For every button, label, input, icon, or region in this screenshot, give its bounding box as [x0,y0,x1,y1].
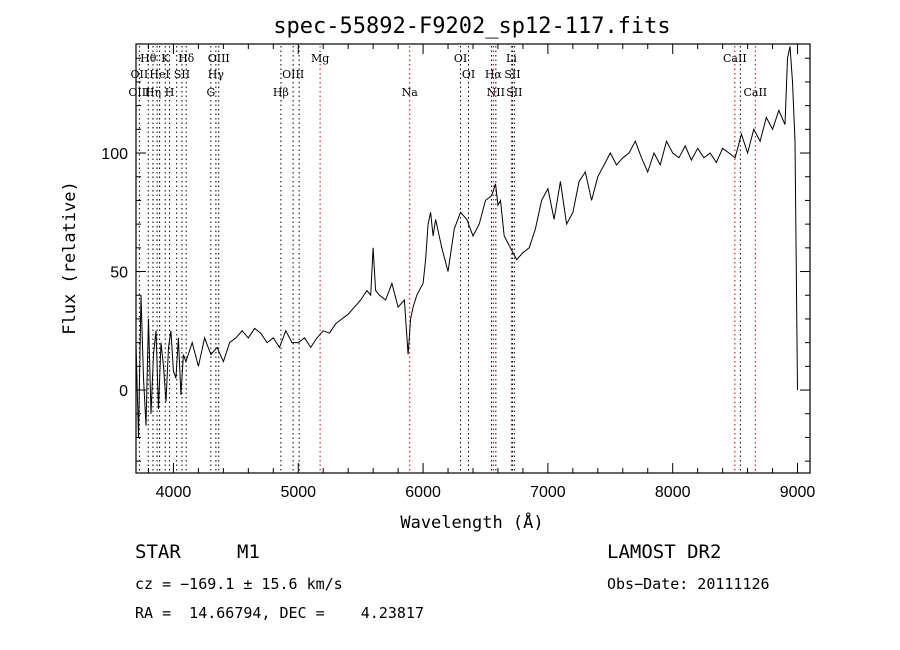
spectral-line-label: CaII [743,86,767,99]
spectral-line-label: Hη [145,86,161,99]
survey-name: LAMOST DR2 [607,541,722,563]
spectral-line-label: NII [487,86,505,99]
plot-frame [135,43,811,474]
spectral-line-label: HeI [149,68,169,81]
spectral-line-label: Li [506,52,517,65]
y-axis-label: Flux (relative) [60,181,80,335]
spectral-line-label: Hθ [140,52,157,65]
spectral-line-markers [138,46,756,473]
spectral-line-label: OII [131,68,149,81]
x-tick-label: 6000 [405,484,441,501]
spectral-line-label: H [165,86,175,99]
flux-line [135,46,798,438]
spectral-line-label: OI [454,52,467,65]
spectral-line-label: OIII [128,86,150,99]
chart-title: spec-55892-F9202_sp12-117.fits [273,14,670,39]
y-tick-label: 0 [119,383,128,400]
x-axis-label: Wavelength (Å) [400,511,543,533]
redshift-velocity: cz = −169.1 ± 15.6 km/s [135,575,343,593]
spectral-line-label: CaII [723,52,747,65]
spectral-line-label: Na [402,86,419,99]
x-tick-label: 8000 [655,484,691,501]
spectral-line-label: OIII [282,68,304,81]
y-tick-label: 100 [101,146,128,163]
spectral-line-label: G [206,86,215,99]
spectral-line-label: SII [506,86,522,99]
spectral-line-label: OIII [208,52,230,65]
x-tick-label: 4000 [156,484,192,501]
object-class: STAR [135,541,181,563]
flux-series [135,46,798,438]
x-tick-label: 5000 [280,484,316,501]
spectral-line-label: OI [462,68,475,81]
object-subclass: M1 [237,541,260,563]
axis-ticks: 4000 5000 6000 7000 8000 9000 0 50 100 [101,44,815,501]
y-tick-label: 50 [110,265,128,282]
observation-date: Obs−Date: 20111126 [607,575,770,593]
x-tick-label: 9000 [780,484,816,501]
spectral-line-label: SII [174,68,190,81]
spectral-line-label: Hα [485,68,503,81]
x-tick-label: 7000 [530,484,566,501]
spectral-line-label: K [161,52,170,65]
spectral-line-label: Hδ [178,52,195,65]
spectral-line-label: Hβ [273,86,289,99]
spectral-line-label: Mg [311,52,329,65]
sky-coordinates: RA = 14.66794, DEC = 4.23817 [135,604,424,622]
spectral-line-label: Hγ [208,68,225,81]
spectral-line-label: SII [504,68,520,81]
